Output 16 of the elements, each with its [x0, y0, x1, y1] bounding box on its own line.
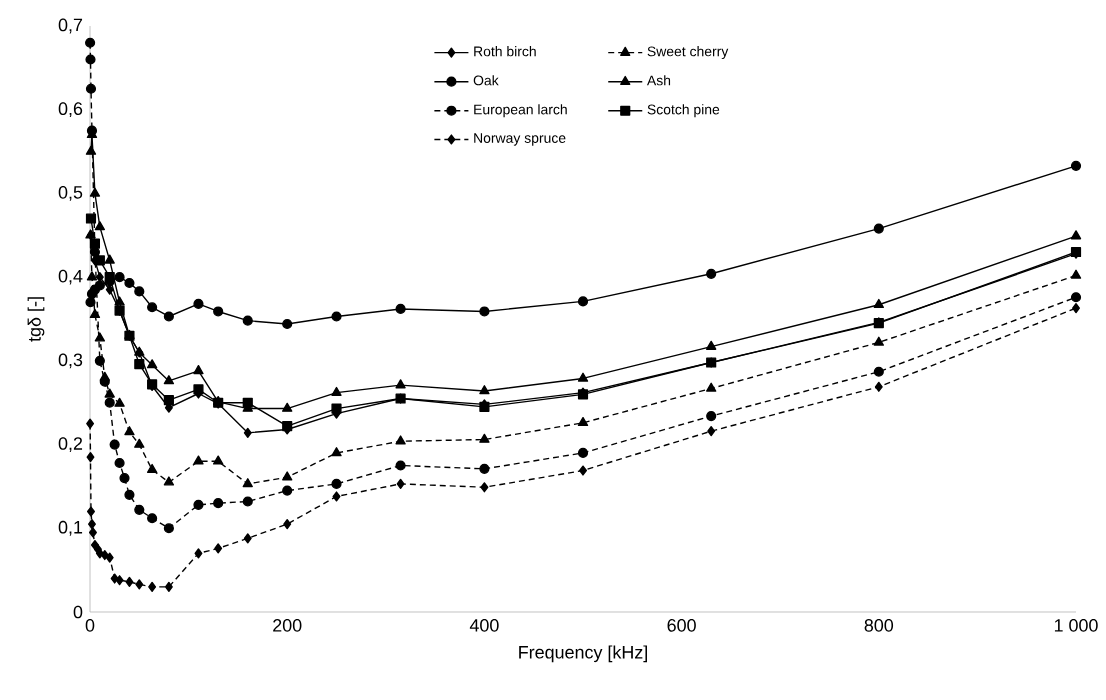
x-tick-label: 0	[85, 619, 95, 632]
y-tick-label: 0,1	[58, 520, 83, 536]
x-tick-label: 800	[864, 619, 894, 632]
y-tick-label: 0,3	[58, 353, 83, 369]
y-tick-label: 0	[73, 605, 83, 619]
y-tick-label: 0,2	[58, 437, 83, 452]
x-tick-label: 400	[469, 619, 499, 632]
y-axis-title: tgδ [-]	[27, 297, 45, 342]
x-tick-label: 600	[667, 619, 696, 632]
x-tick-label: 1 000	[1054, 619, 1098, 632]
y-tick-label: 0,7	[58, 18, 83, 34]
y-tick-label: 0,6	[58, 102, 83, 118]
y-tick-label: 0,4	[58, 269, 83, 285]
x-tick-label: 200	[273, 619, 302, 632]
x-axis-title: Frequency [kHz]	[519, 645, 647, 663]
y-tick-label: 0,5	[58, 186, 83, 201]
